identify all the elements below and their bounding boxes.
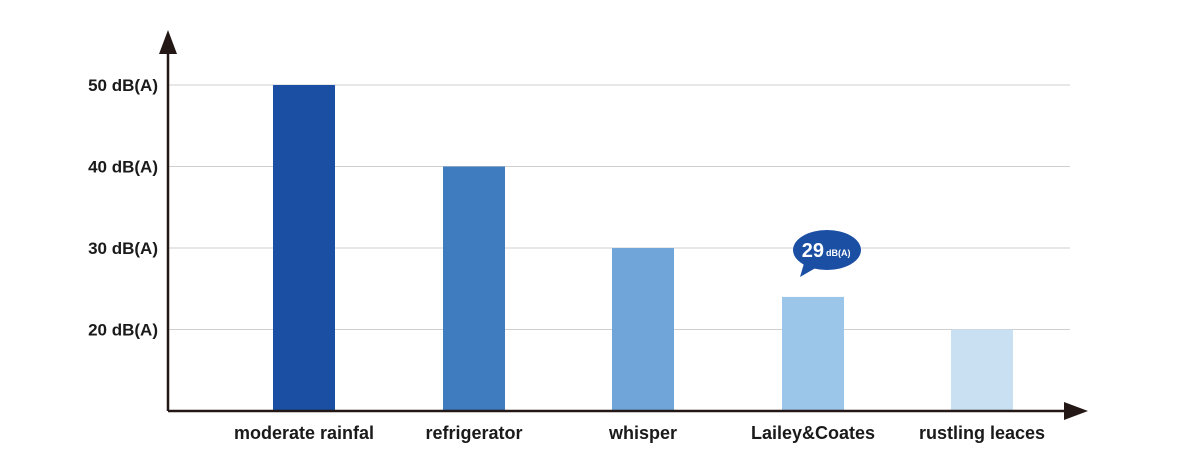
x-axis-arrow [1064, 402, 1088, 420]
callout-unit: dB(A) [826, 248, 851, 258]
axes [159, 30, 1088, 420]
x-category-label: rustling leaces [919, 423, 1045, 443]
x-category-labels: moderate rainfal refrigerator whisper Laile… [234, 423, 1045, 443]
y-tick-label: 20 dB(A) [88, 321, 158, 340]
x-category-label: moderate rainfal [234, 423, 374, 443]
bar [273, 85, 335, 411]
x-category-label: whisper [608, 423, 677, 443]
y-axis-arrow [159, 30, 177, 54]
x-category-label: Lailey&Coates [751, 423, 875, 443]
y-tick-labels: 20 dB(A) 30 dB(A) 40 dB(A) 50 dB(A) [88, 76, 158, 340]
bar [951, 329, 1013, 411]
bar [612, 248, 674, 411]
bar [443, 166, 505, 411]
bars [273, 85, 1013, 411]
value-callout: 29 dB(A) [793, 230, 861, 277]
x-category-label: refrigerator [425, 423, 522, 443]
callout-tail [800, 260, 819, 277]
bar [782, 296, 844, 411]
y-tick-label: 40 dB(A) [88, 158, 158, 177]
y-tick-label: 50 dB(A) [88, 76, 158, 95]
callout-value: 29 [802, 240, 824, 262]
callout-bubble [793, 230, 861, 270]
y-tick-label: 30 dB(A) [88, 239, 158, 258]
